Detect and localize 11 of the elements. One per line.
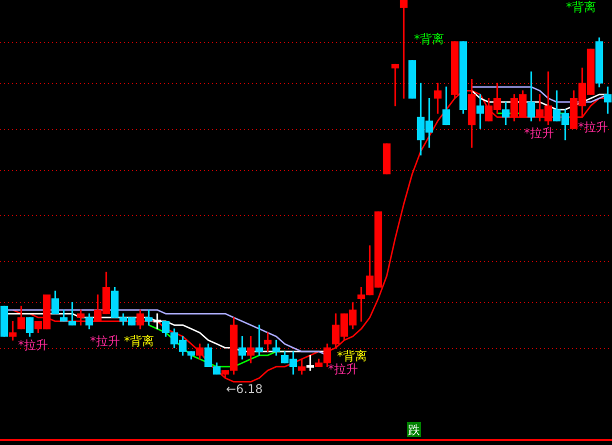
annotation: *背离 <box>566 0 596 14</box>
annotation: *拉升 <box>328 362 358 376</box>
annotation: *拉升 <box>90 334 120 348</box>
annotation: *拉升 <box>578 120 608 134</box>
annotation: *拉升 <box>18 338 48 352</box>
annotation: *背离 <box>124 334 154 348</box>
annotation: *背离 <box>337 349 367 364</box>
text: 跌 <box>408 423 420 438</box>
text: ←6.18 <box>226 382 263 396</box>
annotation: *背离 <box>414 32 444 46</box>
annotation: *拉升 <box>524 126 554 140</box>
